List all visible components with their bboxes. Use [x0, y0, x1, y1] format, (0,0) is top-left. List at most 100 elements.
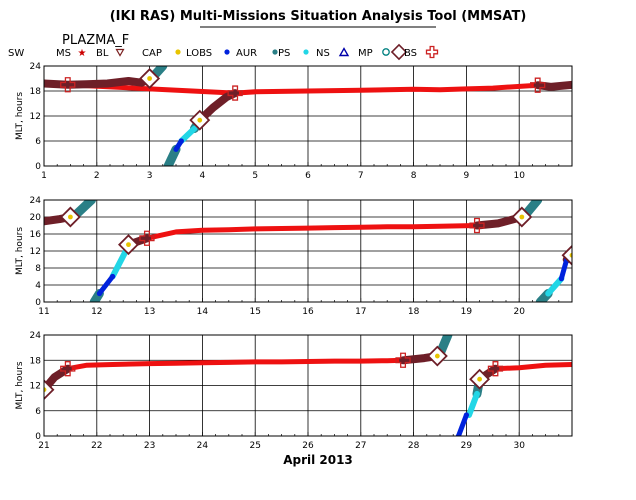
legend-triangle-up-icon [338, 47, 350, 57]
panel-frame [43, 65, 573, 167]
mp-core-dot [477, 376, 482, 382]
x-tick-label: 21 [38, 441, 49, 451]
x-tick-label: 3 [147, 171, 153, 181]
point-lobs [110, 273, 116, 280]
y-tick-label: 0 [35, 298, 41, 308]
x-tick-label: 5 [252, 171, 258, 181]
x-tick-label: 4 [200, 171, 206, 181]
bs-cross-marker [530, 77, 546, 93]
x-tick-label: 20 [513, 307, 525, 317]
series-ps [109, 248, 129, 280]
y-tick-label: 0 [35, 162, 41, 172]
y-axis-label: MLT, hours [15, 227, 25, 275]
bs-cross-marker [60, 361, 76, 377]
series-sw [65, 82, 541, 96]
legend-label: AUR [236, 48, 257, 59]
series-aur [71, 200, 96, 220]
x-tick-label: 10 [513, 171, 525, 181]
legend-label: NS [316, 48, 330, 59]
x-axis-label: April 2013 [283, 453, 353, 467]
satellite-name: PLAZMA_F [62, 33, 129, 48]
y-tick-label: 12 [30, 247, 41, 257]
x-tick-label: 15 [249, 307, 260, 317]
series-bl [44, 74, 154, 89]
point-lobs [558, 276, 565, 282]
point-lobs [463, 412, 469, 418]
legend-dot-icon [175, 49, 181, 55]
series-ps [178, 125, 198, 144]
y-tick-label: 6 [35, 407, 41, 417]
y-axis-label: MLT, hours [15, 361, 25, 409]
point-lobs [455, 433, 462, 436]
series-lobs [456, 412, 469, 436]
x-tick-label: 12 [91, 307, 102, 317]
y-axis-label: MLT, hours [15, 92, 25, 140]
x-tick-label: 8 [411, 171, 417, 181]
x-tick-label: 7 [358, 171, 364, 181]
y-tick-label: 18 [30, 356, 42, 366]
panel-frame [43, 334, 573, 437]
point-lobs [173, 146, 179, 152]
legend-label: PS [278, 48, 290, 59]
mp-core-dot [569, 252, 572, 258]
legend: SW MS ★ BL CAP LOBS AUR PS NS MP BS [8, 43, 439, 61]
x-tick-label: 23 [144, 441, 155, 451]
x-tick-label: 28 [408, 441, 420, 451]
y-tick-label: 16 [30, 230, 42, 240]
legend-label: LOBS [186, 48, 212, 59]
y-tick-label: 24 [30, 62, 42, 72]
bs-cross-marker [395, 352, 411, 368]
mp-core-dot [126, 242, 131, 248]
point-lobs [96, 290, 103, 297]
legend-cross-icon [425, 45, 439, 59]
x-tick-label: 16 [302, 307, 314, 317]
point-ps [545, 290, 551, 297]
legend-label: CAP [142, 48, 162, 59]
bs-cross-marker [60, 77, 76, 93]
chart-panel-3: 21 22 23 24 25 26 27 28 29 30 0 6 12 18 24 MLT, hours [15, 331, 573, 451]
series-sw [65, 357, 406, 372]
x-tick-label: 19 [461, 307, 473, 317]
x-tick-label: 30 [513, 441, 525, 451]
y-tick-label: 4 [35, 281, 41, 291]
y-tick-label: 8 [35, 264, 41, 274]
series-aur [522, 200, 543, 218]
data-layer [44, 335, 572, 436]
bs-cross-marker [227, 85, 243, 101]
legend-circle-icon [382, 48, 390, 56]
legend-triangle-down-icon [115, 48, 125, 57]
x-tick-label: 14 [197, 307, 209, 317]
x-tick-label: 13 [144, 307, 155, 317]
y-tick-label: 24 [30, 331, 42, 341]
legend-label: MS [56, 48, 71, 59]
data-layer [44, 66, 572, 166]
mp-core-dot [147, 76, 153, 81]
x-tick-label: 24 [197, 441, 209, 451]
x-tick-label: 17 [355, 307, 366, 317]
panel-frame [43, 199, 573, 303]
legend-star-icon: ★ [78, 48, 87, 59]
mp-core-dot [434, 353, 440, 359]
point-ps [474, 391, 480, 397]
x-tick-label: 22 [91, 441, 102, 451]
bs-cross-marker [469, 217, 485, 234]
legend-label: BS [404, 48, 417, 59]
x-tick-label: 18 [408, 307, 420, 317]
y-tick-label: 18 [30, 87, 42, 97]
series-aur [163, 144, 181, 166]
mp-core-dot [44, 387, 47, 393]
x-tick-label: 2 [94, 171, 100, 181]
point-lobs [178, 138, 184, 144]
point-ps [191, 125, 198, 132]
legend-dot-icon [224, 49, 230, 55]
legend-label: BL [96, 48, 109, 59]
bs-cross-marker [139, 230, 155, 246]
mp-core-dot [68, 214, 73, 220]
mp-core-dot [519, 214, 525, 220]
series-ps [545, 275, 565, 297]
legend-dot-icon [272, 49, 278, 55]
y-tick-label: 24 [30, 196, 42, 206]
series-sw [492, 362, 572, 372]
